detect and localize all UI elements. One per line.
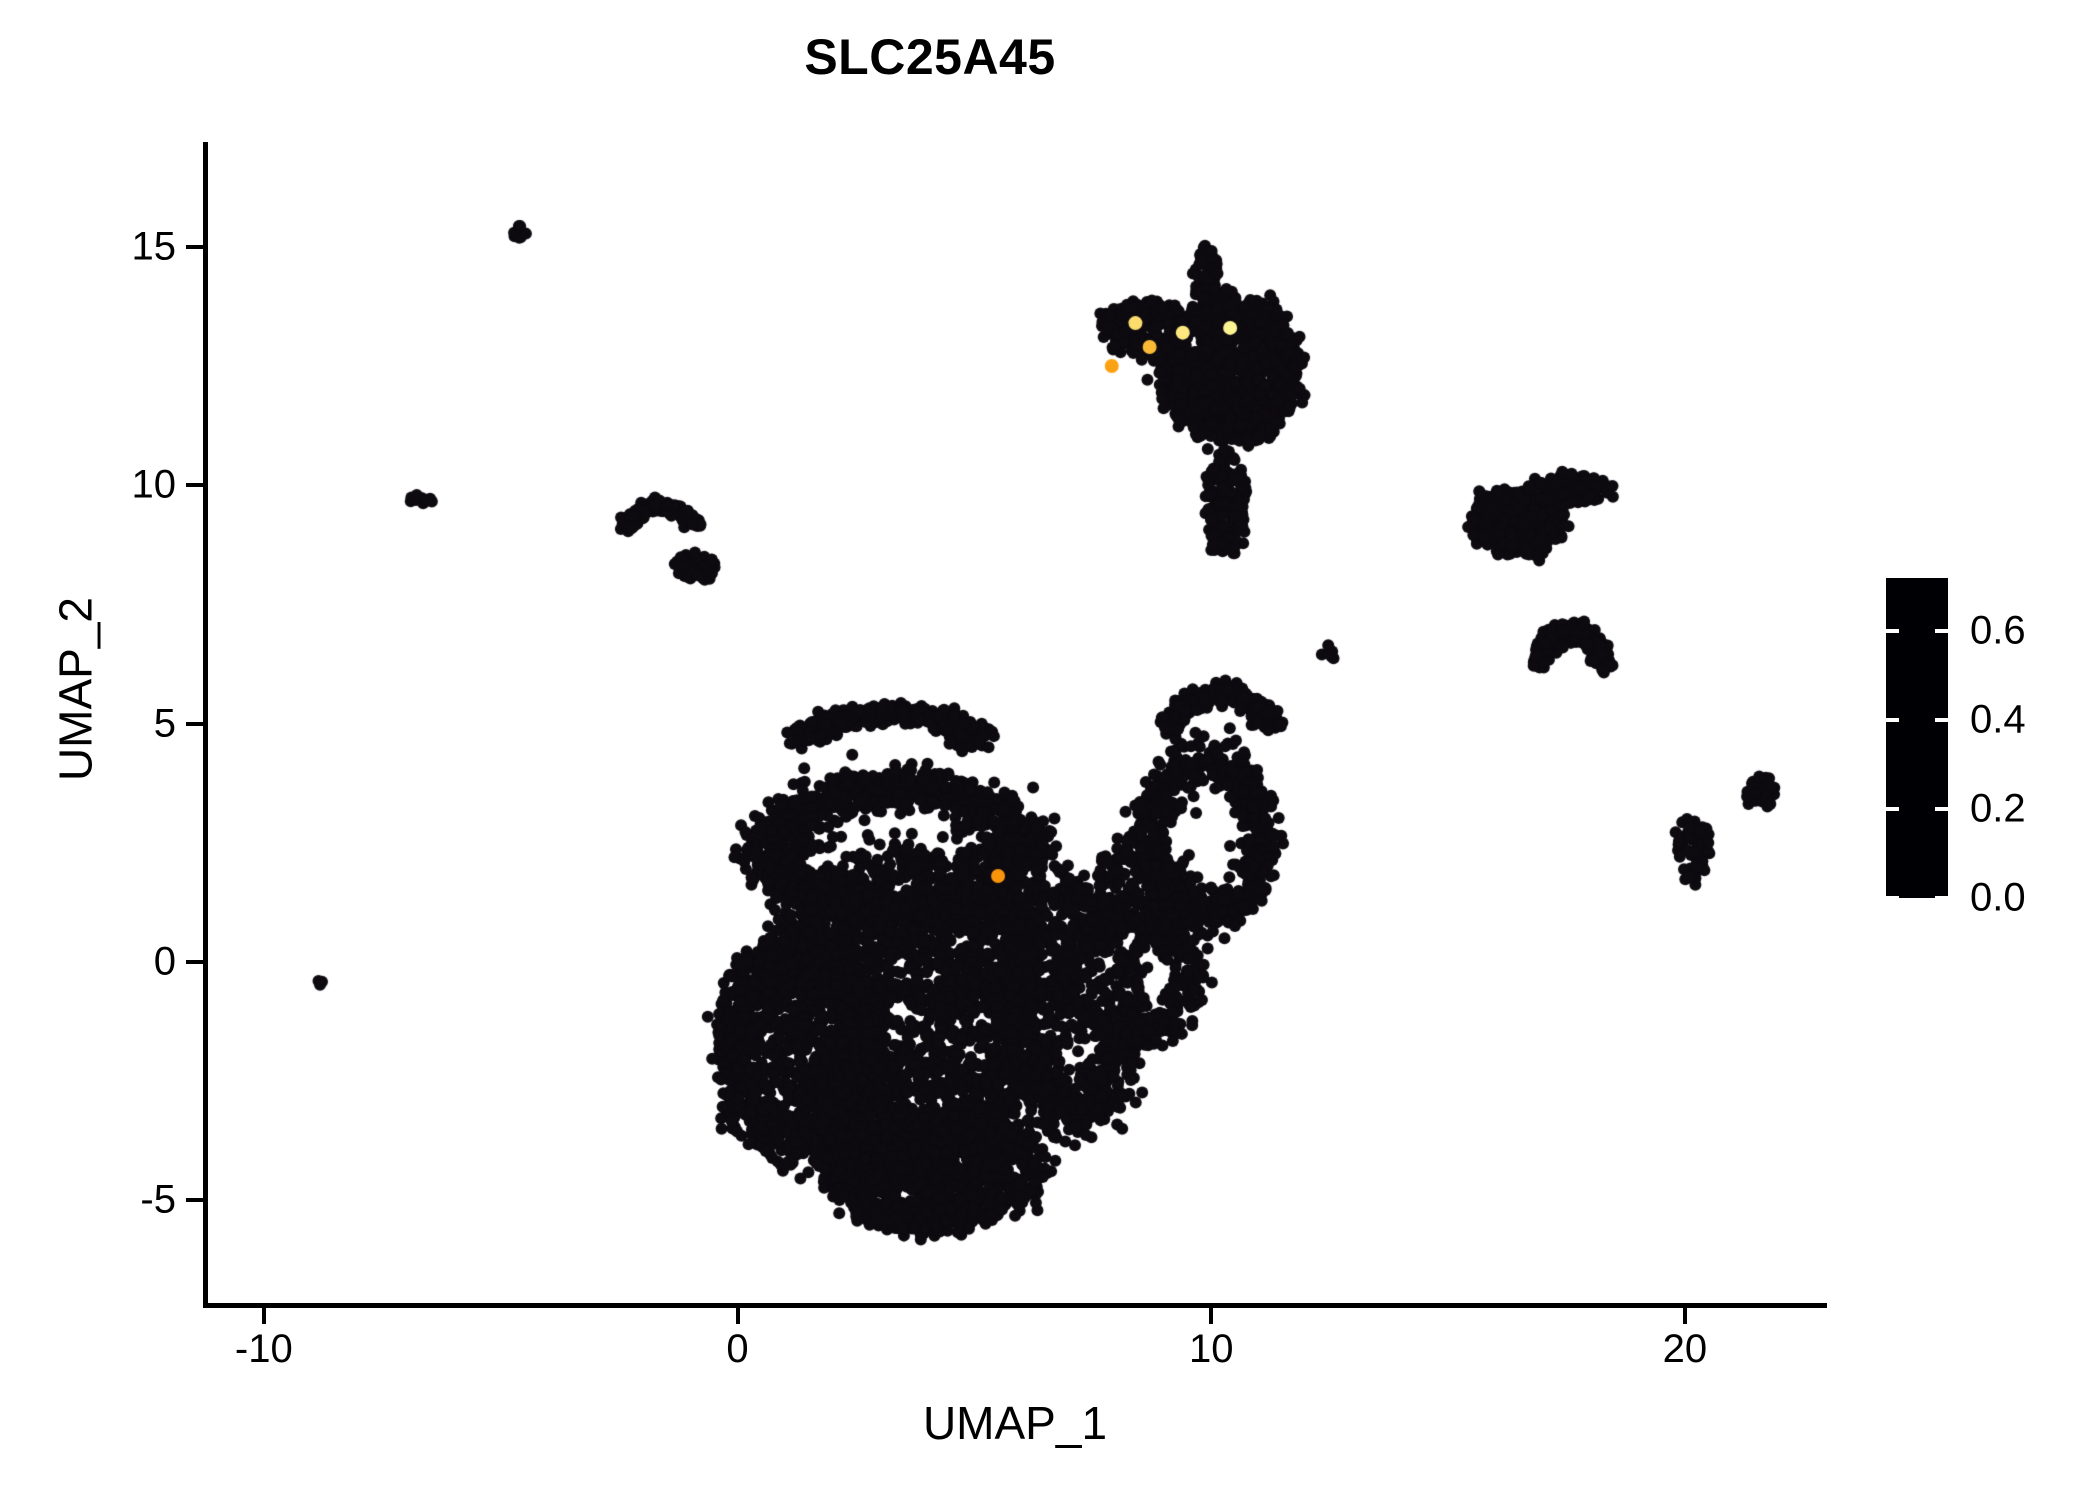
colorbar-legend: 0.0 0.2 0.4 0.6 xyxy=(1886,578,2086,920)
x-tick-label: 20 xyxy=(1662,1327,1708,1371)
x-tick-label: -10 xyxy=(234,1327,293,1371)
page-title: SLC25A45 xyxy=(804,29,1056,85)
colorbar-tick-mark xyxy=(1886,718,1899,723)
scatter-canvas xyxy=(207,142,1827,1305)
colorbar-tick-mark xyxy=(1935,629,1948,634)
y-tick-label: 5 xyxy=(153,701,176,745)
y-axis-line xyxy=(203,142,208,1305)
colorbar-tick-label: 0.4 xyxy=(1970,697,2026,742)
colorbar-tick-mark xyxy=(1886,896,1899,900)
colorbar-gradient xyxy=(1886,578,1948,898)
colorbar-tick-label: 0.2 xyxy=(1970,786,2026,831)
x-tick-mark xyxy=(1682,1307,1687,1324)
x-tick-mark xyxy=(1209,1307,1214,1324)
y-tick-mark xyxy=(186,1198,203,1203)
y-tick-mark xyxy=(186,721,203,726)
colorbar-tick-label: 0.0 xyxy=(1970,875,2026,920)
x-tick-mark xyxy=(735,1307,740,1324)
y-tick-label: 10 xyxy=(131,462,177,507)
y-axis-title: UMAP_2 xyxy=(49,596,102,782)
x-axis-line xyxy=(203,1303,1827,1308)
x-tick-mark xyxy=(261,1307,266,1324)
y-tick-mark xyxy=(186,959,203,964)
colorbar-tick-mark xyxy=(1886,629,1899,634)
y-tick-label: 0 xyxy=(153,939,176,984)
x-axis-title: UMAP_1 xyxy=(922,1397,1108,1449)
colorbar-tick-label: 0.6 xyxy=(1970,608,2026,653)
y-tick-label: 15 xyxy=(131,224,177,269)
x-tick-label: 10 xyxy=(1188,1327,1234,1371)
colorbar-tick-mark xyxy=(1935,896,1948,900)
colorbar-tick-mark xyxy=(1935,807,1948,812)
x-tick-label: 0 xyxy=(726,1327,749,1371)
colorbar-tick-mark xyxy=(1886,807,1899,812)
y-tick-mark xyxy=(186,483,203,488)
y-tick-label: -5 xyxy=(140,1177,176,1222)
y-tick-mark xyxy=(186,244,203,249)
colorbar-tick-mark xyxy=(1935,718,1948,723)
plot-panel xyxy=(207,142,1827,1305)
